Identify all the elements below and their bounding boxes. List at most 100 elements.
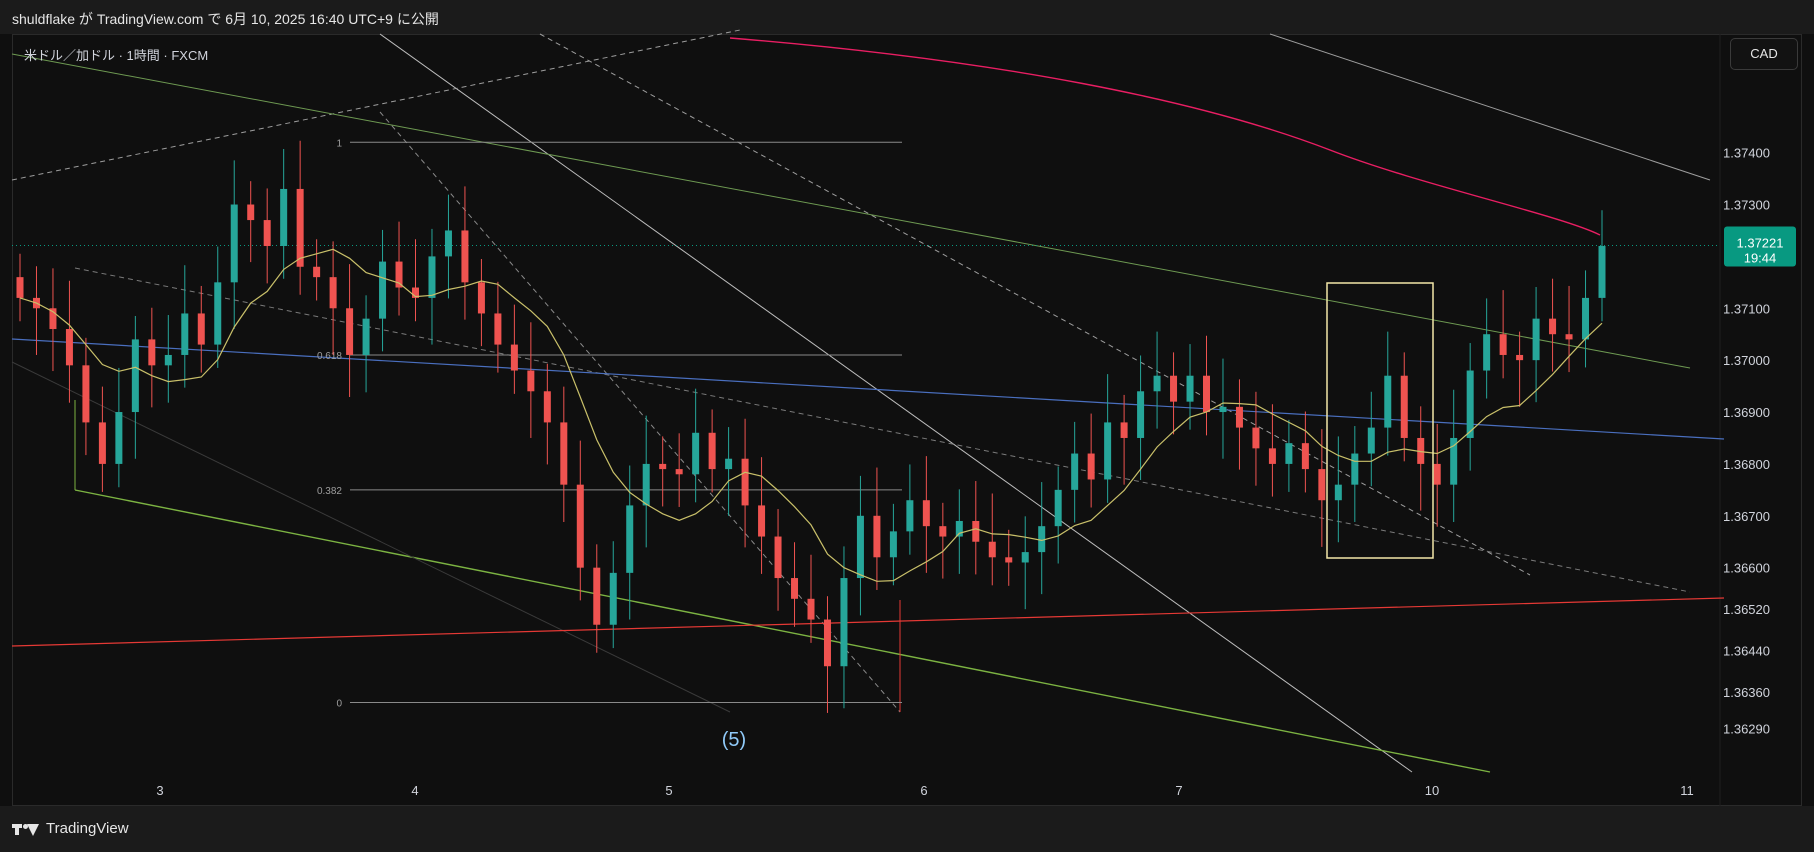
header-bar: shuldflake が TradingView.com で 6月 10, 20… — [0, 0, 1814, 34]
candle-body — [774, 536, 782, 579]
candle-body — [955, 520, 963, 537]
candle-body — [642, 463, 650, 506]
y-tick-label: 1.36440 — [1723, 644, 1770, 659]
candle-body — [1186, 375, 1194, 402]
moving-average-fast — [19, 248, 1603, 582]
candle-body — [1087, 453, 1095, 480]
candle-body — [82, 365, 90, 423]
candle-body — [1318, 469, 1326, 501]
candle-body — [873, 515, 881, 558]
candle-body — [576, 484, 584, 568]
candle-body — [1285, 443, 1293, 464]
candle-body — [1235, 406, 1243, 428]
y-tick-label: 1.36700 — [1723, 509, 1770, 524]
candle-body — [889, 531, 897, 558]
candle-body — [49, 308, 57, 330]
dashed-channel-top — [11, 29, 741, 181]
candle-body — [98, 422, 106, 464]
y-tick-label: 1.36290 — [1723, 721, 1770, 736]
candle-body — [1170, 375, 1178, 402]
candle-body — [791, 578, 799, 599]
candle-body — [296, 188, 304, 267]
candle-body — [164, 354, 172, 366]
y-tick-label: 1.37300 — [1723, 198, 1770, 213]
x-tick-label: 5 — [665, 783, 672, 798]
candle-body — [148, 339, 156, 366]
candle-body — [313, 266, 321, 278]
candle-body — [395, 261, 403, 288]
candle-body — [65, 329, 73, 366]
candle-body — [1301, 443, 1309, 470]
faint-line — [11, 361, 731, 713]
tradingview-logo-icon — [12, 822, 40, 836]
y-tick-label: 1.37000 — [1723, 353, 1770, 368]
candlestick-chart[interactable]: 1 0.618 0.382 0 (5) 1.37400 1.37300 1.37100 1.37… — [0, 0, 1814, 806]
candle-body — [214, 282, 222, 345]
blue-trend-line — [11, 338, 1725, 440]
candle-body — [609, 572, 617, 625]
currency-button[interactable]: CAD — [1730, 38, 1798, 70]
candle-body — [1038, 526, 1046, 553]
candle-body — [1516, 354, 1524, 361]
trend-line-white-2 — [1269, 33, 1711, 181]
candle-body — [494, 313, 502, 345]
candle-body — [1384, 375, 1392, 428]
candle-body — [1334, 484, 1342, 501]
dashed-midline — [74, 267, 1691, 593]
candle-body — [939, 526, 947, 537]
candle-body — [461, 230, 469, 283]
x-tick-label: 6 — [920, 783, 927, 798]
candle-body — [16, 277, 24, 298]
candle-body — [675, 469, 683, 475]
candle-body — [725, 458, 733, 470]
candle-body — [659, 463, 667, 470]
candle-body — [626, 505, 634, 573]
candle-body — [593, 567, 601, 625]
candle-body — [856, 515, 864, 579]
candle-body — [807, 598, 815, 620]
candle-body — [329, 277, 337, 309]
wave-label: (5) — [722, 729, 746, 751]
fib-level-label: 0.618 — [317, 351, 342, 362]
x-tick-label: 3 — [156, 783, 163, 798]
tradingview-brand[interactable]: TradingView — [12, 820, 129, 837]
candle-body — [1367, 427, 1375, 454]
candle-body — [692, 432, 700, 475]
candle-body — [1153, 375, 1161, 392]
candle-body — [1483, 334, 1491, 371]
candle-body — [362, 318, 370, 355]
candle-body — [1450, 437, 1458, 485]
candle-body — [115, 412, 123, 464]
candle-body — [527, 370, 535, 392]
fib-level-label: 1 — [336, 138, 342, 149]
candle-body — [1021, 552, 1029, 563]
trend-line-white-1 — [379, 33, 1413, 773]
candle-body — [1582, 297, 1590, 340]
candle-body — [412, 287, 419, 298]
candle-body — [1071, 453, 1079, 490]
candle-body — [428, 256, 436, 298]
candle-body — [346, 308, 354, 355]
fib-level-label: 0.382 — [317, 486, 342, 497]
candle-body — [1400, 375, 1408, 438]
candle-body — [197, 313, 205, 345]
dashed-line-wave — [379, 111, 901, 713]
y-tick-label: 1.37100 — [1723, 301, 1770, 316]
green-channel-lower — [74, 489, 1491, 773]
candle-body — [560, 422, 568, 485]
candle-body — [1565, 334, 1573, 340]
candle-body — [1104, 422, 1112, 480]
candle-body — [444, 230, 452, 257]
candle-body — [972, 520, 980, 542]
candle-body — [708, 432, 716, 470]
x-tick-label: 7 — [1175, 783, 1182, 798]
y-tick-label: 1.36800 — [1723, 457, 1770, 472]
candle-body — [1252, 427, 1260, 449]
y-tick-label: 1.36520 — [1723, 602, 1770, 617]
price-badge-value: 1.37221 — [1737, 235, 1784, 250]
symbol-title: 米ドル／加ドル · 1時間 · FXCM — [24, 48, 209, 63]
candle-body — [758, 505, 766, 537]
chart-frame[interactable] — [12, 34, 1802, 806]
price-badge — [1724, 226, 1796, 267]
candle-body — [1219, 406, 1227, 413]
